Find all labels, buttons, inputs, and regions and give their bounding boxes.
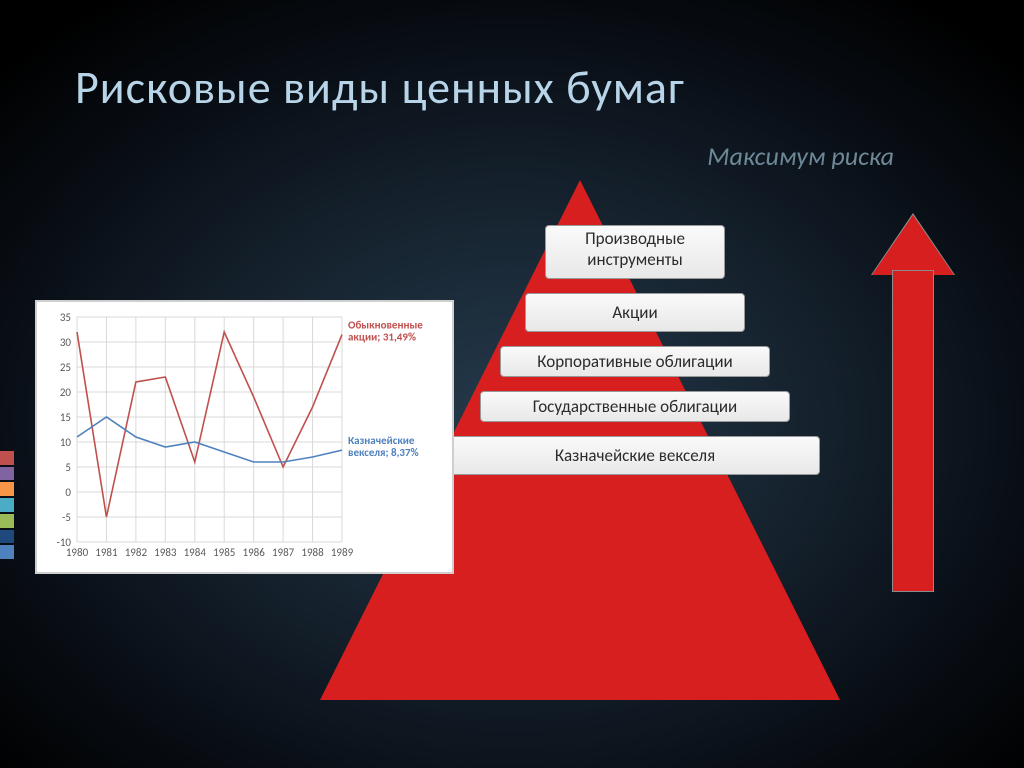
svg-text:1983: 1983	[154, 546, 177, 559]
svg-text:1987: 1987	[272, 546, 295, 559]
svg-text:10: 10	[60, 436, 72, 449]
risk-level-3: Корпоративные облигации	[500, 346, 770, 377]
svg-text:1988: 1988	[301, 546, 324, 559]
slide-subtitle: Максимум риска	[707, 140, 894, 172]
svg-text:1986: 1986	[243, 546, 266, 559]
svg-text:5: 5	[65, 461, 71, 474]
svg-text:-5: -5	[62, 511, 71, 524]
svg-text:0: 0	[65, 486, 71, 499]
risk-level-2: Акции	[525, 293, 745, 332]
returns-chart: -10-505101520253035198019811982198319841…	[35, 300, 454, 574]
slide-title: Рисковые виды ценных бумаг	[75, 60, 685, 116]
svg-text:35: 35	[60, 311, 71, 324]
svg-text:20: 20	[60, 386, 72, 399]
svg-text:1985: 1985	[213, 546, 235, 559]
risk-arrow-head	[872, 215, 954, 275]
risk-levels: Производные инструменты Акции Корпоратив…	[470, 225, 800, 475]
slide-tab-strip	[0, 450, 14, 560]
svg-text:векселя; 8,37%: векселя; 8,37%	[348, 446, 419, 459]
risk-level-5: Казначейские векселя	[450, 436, 820, 475]
svg-text:15: 15	[60, 411, 71, 424]
risk-level-4: Государственные облигации	[480, 391, 790, 422]
svg-text:1980: 1980	[66, 546, 89, 559]
svg-text:30: 30	[60, 336, 72, 349]
risk-level-1: Производные инструменты	[545, 225, 725, 279]
svg-text:25: 25	[60, 361, 71, 374]
svg-text:акции; 31,49%: акции; 31,49%	[348, 331, 416, 344]
svg-text:1982: 1982	[125, 546, 148, 559]
chart-svg: -10-505101520253035198019811982198319841…	[37, 302, 452, 572]
svg-text:1981: 1981	[95, 546, 118, 559]
svg-text:1989: 1989	[331, 546, 354, 559]
risk-arrow-body	[892, 270, 934, 592]
svg-text:1984: 1984	[184, 546, 207, 559]
